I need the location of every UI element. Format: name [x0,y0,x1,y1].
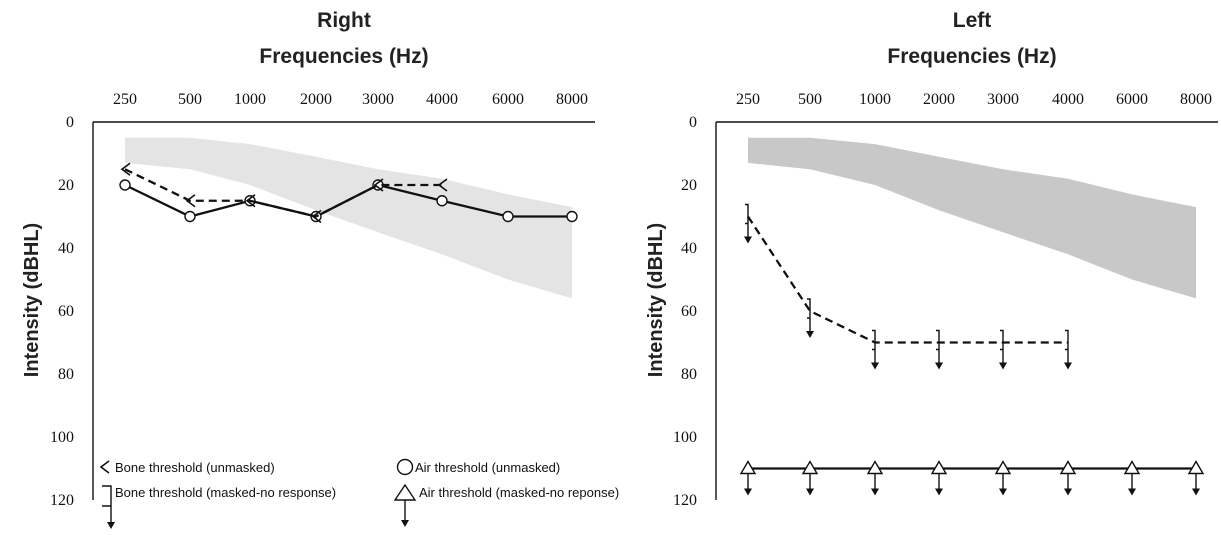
left-y-ticks: 0 20 40 60 80 100 120 [673,114,697,509]
right-bone-threshold-unmasked-marker-4000 [437,178,448,192]
left-air-threshold-masked-no-reponse-marker-1000-arrow [871,488,879,496]
left-y-tick-80: 80 [681,366,697,383]
left-x-tick-500: 500 [798,91,822,108]
bone-masked-legend-marker [102,485,112,527]
right-panel-ylabel: Intensity (dBHL) [21,223,43,377]
right-x-tick-250: 250 [113,91,137,108]
right-bone-threshold-unmasked-marker-1000 [245,194,256,208]
air-unmasked-legend-marker [396,458,414,476]
right-air-threshold-unmasked-marker-500 [184,210,196,223]
left-x-tick-250: 250 [736,91,760,108]
bone-masked-legend-arrow [107,522,115,529]
left-x-tick-8000: 8000 [1180,91,1212,108]
right-air-threshold-unmasked-marker-8000 [566,210,578,223]
left-bone-threshold-masked-no-response-marker-250-arrow [744,236,752,244]
left-bone-threshold-masked-no-response-line [747,215,1068,344]
left-air-threshold-masked-no-reponse-marker-500-arrow [806,488,814,496]
left-y-tick-120: 120 [673,492,697,509]
left-panel-xlabel: Frequencies (Hz) [887,45,1056,68]
right-normal-range [125,137,572,299]
right-x-tick-8000: 8000 [556,91,588,108]
air-masked-legend-marker [393,483,417,501]
right-normal-range-area [125,137,572,299]
legend-label-air-unmasked: Air threshold (unmasked) [415,460,560,475]
left-bone-threshold-masked-no-response-marker-250 [745,203,749,241]
right-y-ticks: 0 20 40 60 80 100 120 [50,114,74,509]
right-x-tick-6000: 6000 [492,91,524,108]
right-y-tick-60: 60 [58,303,74,320]
left-bone-threshold-masked-no-response-marker-1000-arrow [871,362,879,370]
left-y-tick-40: 40 [681,240,697,257]
left-bone-threshold-masked-no-response-marker-4000-arrow [1064,362,1072,370]
right-panel-title: Right [317,9,371,32]
bone-unmasked-legend-marker [99,460,110,474]
left-air-threshold-masked-no-reponse-marker-4000-arrow [1064,488,1072,496]
left-y-tick-100: 100 [673,429,697,446]
left-bone-threshold-masked-no-response-marker-3000-arrow [999,362,1007,370]
left-bone-threshold-masked-no-response-marker-2000 [936,329,940,367]
right-bone-threshold-unmasked-marker-250 [120,162,131,176]
left-bone-threshold-masked-no-response-marker-2000-arrow [935,362,943,370]
right-x-ticks: 250 500 1000 2000 3000 4000 6000 8000 [113,91,588,108]
legend-item-air-unmasked: Air threshold (unmasked) [396,458,560,476]
left-air-threshold-masked-no-reponse-marker-2000-arrow [935,488,943,496]
left-x-tick-2000: 2000 [923,91,955,108]
left-bone-threshold-masked-no-response-marker-500-arrow [806,331,814,338]
left-panel-title: Left [953,9,992,32]
right-bone-threshold-unmasked-marker-3000 [373,178,384,192]
air-masked-legend-arrow [401,520,409,527]
left-air-threshold-masked-no-reponse-marker-8000-arrow [1192,488,1200,496]
left-y-tick-20: 20 [681,177,697,194]
left-air-threshold-masked-no-reponse-marker-6000-arrow [1128,488,1136,496]
left-bone-threshold-masked-no-response-marker-4000 [1065,329,1069,367]
right-bone-threshold-unmasked-line [124,168,442,218]
legend: Bone threshold (unmasked) Bone threshold… [99,458,619,529]
right-y-tick-0: 0 [66,114,74,131]
right-x-tick-500: 500 [178,91,202,108]
right-y-tick-80: 80 [58,366,74,383]
right-air-threshold-unmasked-marker-6000 [502,210,514,223]
left-x-tick-6000: 6000 [1116,91,1148,108]
legend-item-air-masked: Air threshold (masked-no reponse) [393,483,619,527]
left-y-tick-60: 60 [681,303,697,320]
right-axes [92,121,595,500]
left-ear-audiogram: Left Frequencies (Hz) Intensity (dBHL) 2… [645,9,1218,509]
legend-label-bone-masked: Bone threshold (masked-no response) [115,485,336,500]
right-series [119,162,578,224]
legend-label-air-masked: Air threshold (masked-no reponse) [419,485,619,500]
right-panel-xlabel: Frequencies (Hz) [259,45,428,68]
right-x-tick-4000: 4000 [426,91,458,108]
right-bone-threshold-unmasked-marker-500 [185,194,196,208]
left-x-tick-1000: 1000 [859,91,891,108]
right-x-tick-3000: 3000 [362,91,394,108]
left-bone-threshold-masked-no-response-marker-1000 [872,329,876,367]
right-y-tick-100: 100 [50,429,74,446]
left-bone-threshold-masked-no-response-marker-500 [807,298,811,335]
left-bone-threshold-masked-no-response-marker-3000 [1000,329,1004,367]
right-x-tick-2000: 2000 [300,91,332,108]
legend-item-bone-masked: Bone threshold (masked-no response) [102,485,336,529]
left-panel-ylabel: Intensity (dBHL) [645,223,667,377]
right-air-threshold-unmasked-marker-250 [119,179,131,191]
right-bone-threshold-unmasked-marker-2000 [311,209,322,224]
legend-item-bone-unmasked: Bone threshold (unmasked) [99,460,275,475]
right-air-threshold-unmasked-marker-4000 [436,195,448,207]
left-x-ticks: 250 500 1000 2000 3000 4000 6000 8000 [736,91,1212,108]
right-y-tick-40: 40 [58,240,74,257]
right-y-tick-120: 120 [50,492,74,509]
left-normal-range-area [748,137,1196,299]
left-air-threshold-masked-no-reponse-marker-3000-arrow [999,488,1007,496]
left-axes [715,121,1218,500]
right-y-tick-20: 20 [58,177,74,194]
right-x-tick-1000: 1000 [234,91,266,108]
left-x-tick-4000: 4000 [1052,91,1084,108]
left-y-tick-0: 0 [689,114,697,131]
legend-label-bone-unmasked: Bone threshold (unmasked) [115,460,275,475]
right-ear-audiogram: Right Frequencies (Hz) Intensity (dBHL) … [21,9,595,509]
left-normal-range [748,137,1196,299]
left-x-tick-3000: 3000 [987,91,1019,108]
left-air-threshold-masked-no-reponse-marker-250-arrow [744,488,752,496]
left-series [739,203,1205,496]
